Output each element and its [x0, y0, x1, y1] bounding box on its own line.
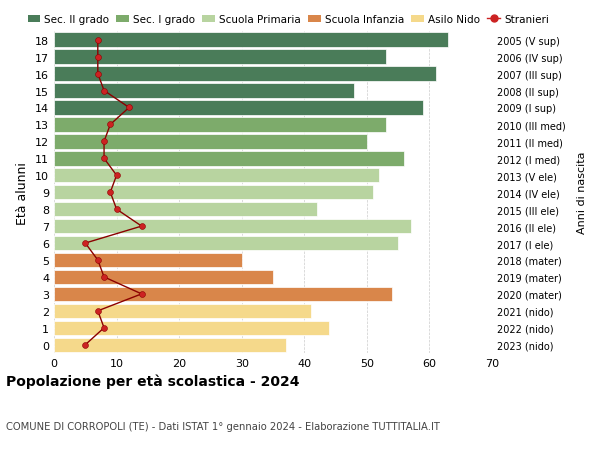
- Point: [80, 341, 90, 349]
- Point: [106, 122, 115, 129]
- Point: [137, 223, 146, 230]
- Bar: [54, 287, 392, 302]
- Point: [93, 308, 103, 315]
- Text: Popolazione per età scolastica - 2024: Popolazione per età scolastica - 2024: [6, 373, 299, 388]
- Bar: [54, 321, 329, 335]
- Bar: [54, 185, 373, 200]
- Bar: [54, 152, 404, 166]
- Point: [93, 257, 103, 264]
- Point: [106, 189, 115, 196]
- Bar: [54, 34, 448, 48]
- Bar: [54, 118, 386, 132]
- Point: [99, 325, 109, 332]
- Bar: [54, 84, 355, 99]
- Point: [124, 105, 134, 112]
- Point: [137, 291, 146, 298]
- Point: [112, 172, 121, 179]
- Bar: [54, 135, 367, 149]
- Point: [112, 206, 121, 213]
- Bar: [54, 236, 398, 251]
- Point: [99, 155, 109, 162]
- Legend: Sec. II grado, Sec. I grado, Scuola Primaria, Scuola Infanzia, Asilo Nido, Stran: Sec. II grado, Sec. I grado, Scuola Prim…: [23, 11, 553, 29]
- Bar: [54, 202, 317, 217]
- Point: [93, 37, 103, 44]
- Bar: [54, 169, 379, 183]
- Point: [93, 71, 103, 78]
- Bar: [54, 50, 386, 65]
- Bar: [54, 270, 273, 285]
- Bar: [54, 67, 436, 82]
- Y-axis label: Età alunni: Età alunni: [16, 162, 29, 224]
- Y-axis label: Anni di nascita: Anni di nascita: [577, 151, 587, 234]
- Bar: [54, 338, 286, 352]
- Point: [99, 274, 109, 281]
- Point: [99, 88, 109, 95]
- Text: COMUNE DI CORROPOLI (TE) - Dati ISTAT 1° gennaio 2024 - Elaborazione TUTTITALIA.: COMUNE DI CORROPOLI (TE) - Dati ISTAT 1°…: [6, 421, 440, 431]
- Bar: [54, 304, 311, 319]
- Bar: [54, 219, 410, 234]
- Point: [99, 138, 109, 146]
- Bar: [54, 253, 242, 268]
- Point: [93, 54, 103, 61]
- Bar: [54, 101, 423, 115]
- Point: [80, 240, 90, 247]
